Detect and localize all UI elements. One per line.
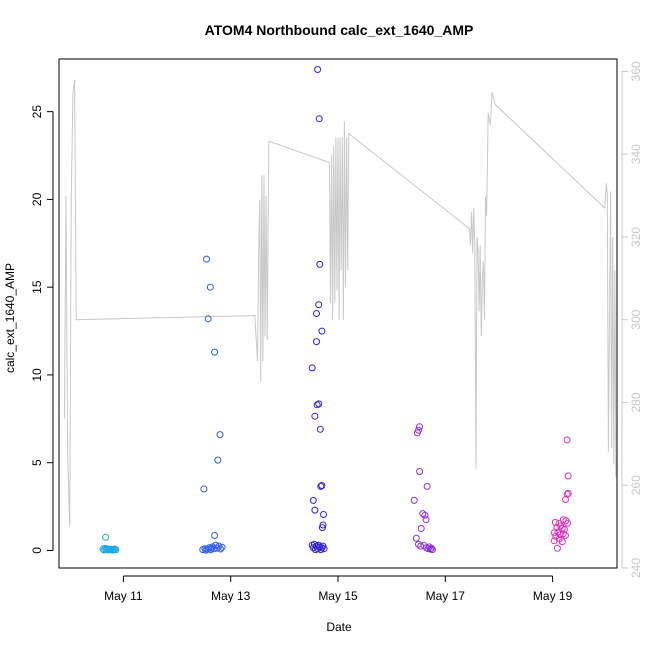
data-point	[550, 537, 558, 545]
plot-frame	[58, 58, 618, 569]
data-point	[428, 546, 436, 554]
secondary-series-line	[63, 79, 617, 527]
data-point	[564, 489, 572, 497]
x-tick-label: May 19	[533, 589, 573, 603]
y-axis-label: calc_ext_1640_AMP	[3, 263, 17, 373]
x-axis: May 11 May 13 May 15 May 17 May 19	[104, 575, 573, 603]
data-point	[318, 327, 326, 335]
data-point	[419, 510, 427, 518]
y2-tick-label: 320	[629, 227, 643, 247]
data-point	[320, 511, 327, 518]
points-layer	[99, 66, 572, 554]
y-tick-label: 0	[30, 547, 44, 554]
x-tick-label: May 13	[211, 589, 251, 603]
data-point	[111, 545, 119, 553]
data-point	[206, 283, 214, 291]
data-point	[412, 534, 420, 542]
data-point	[427, 544, 435, 552]
data-point	[415, 540, 422, 548]
data-point	[313, 310, 320, 317]
data-point	[309, 496, 317, 504]
data-point	[313, 338, 320, 346]
data-point	[311, 412, 319, 420]
series-3	[308, 66, 328, 554]
data-point	[564, 472, 572, 480]
data-point	[102, 533, 110, 541]
y2-tick-label: 240	[629, 558, 643, 578]
data-point	[218, 543, 226, 551]
data-point	[313, 401, 321, 409]
y-tick-label: 10	[30, 368, 44, 382]
secondary-y-axis: 240 260 280 300 320 340 360	[621, 61, 643, 578]
data-point	[416, 468, 424, 475]
data-point	[315, 301, 323, 309]
data-point	[308, 364, 316, 372]
data-point	[556, 531, 564, 539]
data-point	[421, 511, 429, 519]
y-tick-label: 25	[30, 105, 44, 119]
data-point	[112, 546, 120, 554]
data-point	[562, 496, 569, 503]
data-point	[108, 545, 116, 553]
x-tick-label: May 15	[318, 589, 358, 603]
data-point	[315, 115, 323, 123]
data-point	[217, 545, 224, 553]
data-point	[214, 456, 222, 464]
data-point	[320, 545, 328, 553]
secondary-line-layer	[63, 79, 617, 527]
data-point	[211, 348, 219, 356]
data-point	[550, 529, 558, 537]
data-point	[558, 538, 566, 546]
y-tick-label: 15	[30, 280, 44, 294]
data-point	[316, 260, 324, 268]
data-point	[562, 532, 569, 539]
data-point	[314, 66, 322, 73]
data-point	[410, 496, 418, 504]
chart-title: ATOM4 Northbound calc_ext_1640_AMP	[205, 22, 474, 38]
data-point	[319, 521, 327, 529]
data-point	[422, 516, 430, 524]
series-1	[99, 533, 120, 554]
data-point	[318, 524, 326, 532]
data-point	[417, 525, 425, 532]
data-point	[415, 426, 422, 434]
data-point	[200, 485, 208, 493]
data-point	[553, 544, 561, 552]
x-tick-label: May 11	[104, 589, 143, 603]
y2-tick-label: 360	[629, 61, 643, 81]
y-tick-label: 5	[30, 459, 44, 466]
y2-tick-label: 300	[629, 309, 643, 329]
x-axis-label: Date	[326, 620, 352, 634]
data-point	[203, 255, 210, 263]
x-tick-label: May 17	[426, 589, 466, 603]
y-axis: 0 5 10 15 20 25	[30, 105, 54, 554]
y2-tick-label: 280	[629, 392, 643, 412]
data-point	[317, 546, 325, 554]
series-2	[199, 255, 226, 554]
data-point	[216, 431, 224, 439]
y2-tick-label: 340	[629, 144, 643, 164]
y2-tick-label: 260	[629, 475, 643, 495]
series-5	[550, 436, 572, 552]
data-point	[416, 423, 424, 431]
data-point	[207, 544, 215, 552]
data-point	[316, 425, 324, 433]
data-point	[559, 530, 567, 538]
series-4	[410, 423, 436, 554]
data-point	[211, 532, 219, 539]
data-point	[204, 315, 212, 323]
data-point	[563, 436, 571, 444]
data-point	[423, 482, 431, 490]
data-point	[318, 482, 326, 489]
data-point	[317, 482, 325, 490]
data-point	[564, 519, 572, 527]
y-tick-label: 20	[30, 192, 44, 206]
data-point	[311, 506, 319, 514]
